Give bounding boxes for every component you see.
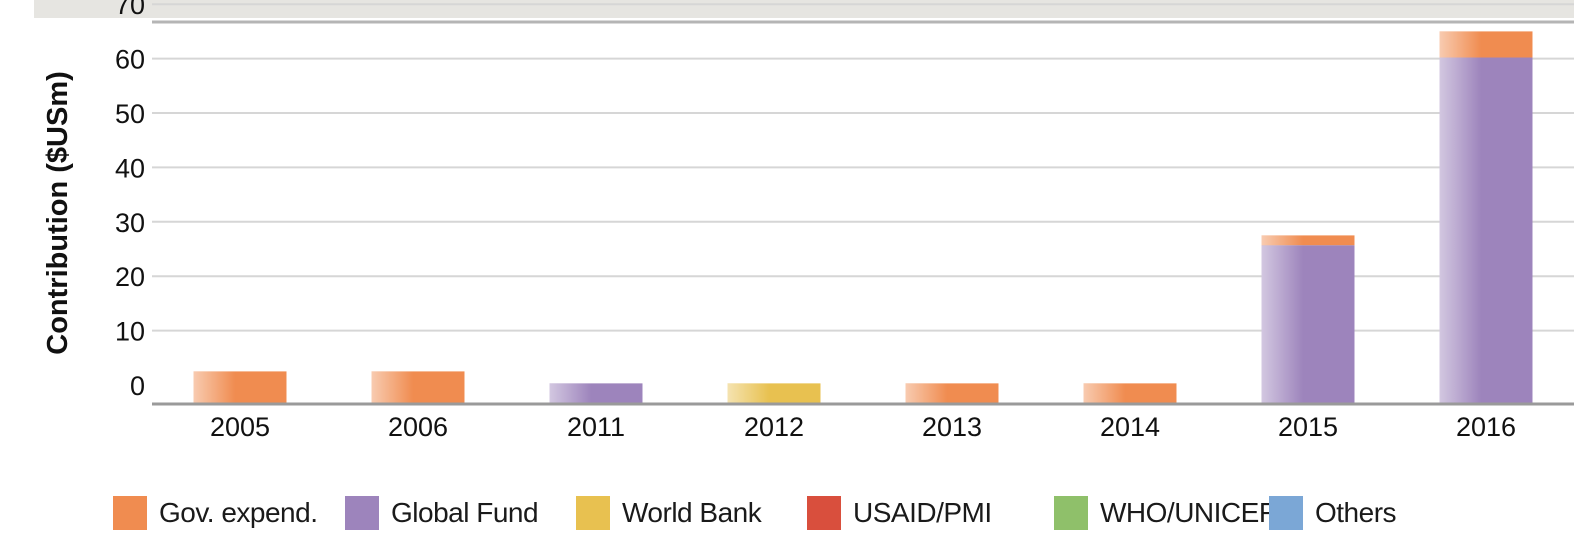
grid-lines bbox=[152, 3, 1574, 332]
y-axis-title: Contribution ($USm) bbox=[42, 71, 74, 355]
bar-segment-highlight bbox=[1261, 245, 1355, 404]
legend-swatch bbox=[113, 496, 147, 530]
x-tick-label: 2016 bbox=[1456, 412, 1516, 442]
legend-item: WHO/UNICEF bbox=[1054, 495, 1276, 531]
y-tick-label: 0 bbox=[130, 371, 145, 401]
x-tick-label: 2011 bbox=[567, 412, 625, 442]
x-tick-label: 2005 bbox=[210, 412, 270, 442]
legend-label: USAID/PMI bbox=[853, 497, 992, 528]
bar-segment-highlight bbox=[1261, 235, 1355, 246]
legend-label: Global Fund bbox=[391, 497, 539, 528]
y-tick-label: 10 bbox=[115, 317, 145, 347]
legend-item: Gov. expend. bbox=[113, 495, 318, 531]
stacked-bar-chart: 0 10 20 30 40 50 60 70 2005 2006 2011 2012 2013 2014… bbox=[42, 0, 1574, 442]
x-tick-label: 2015 bbox=[1278, 412, 1338, 442]
y-tick-label: 60 bbox=[115, 45, 145, 75]
y-tick-label: 30 bbox=[115, 208, 145, 238]
legend-swatch bbox=[1054, 496, 1088, 530]
bar-segment-highlight bbox=[1439, 57, 1533, 405]
bar-segment-highlight bbox=[1439, 31, 1533, 58]
bar-segment-highlight bbox=[549, 383, 643, 404]
y-tick-label: 40 bbox=[115, 153, 145, 183]
bars bbox=[193, 31, 1533, 405]
legend-label: Others bbox=[1315, 497, 1397, 528]
bar-segment-highlight bbox=[727, 383, 821, 404]
bar-segment-highlight bbox=[905, 383, 999, 404]
bar-segment-highlight bbox=[193, 371, 287, 404]
x-tick-label: 2012 bbox=[744, 412, 804, 442]
x-tick-label: 2006 bbox=[388, 412, 448, 442]
legend-item: Others bbox=[1269, 495, 1397, 531]
y-tick-labels: 0 10 20 30 40 50 60 70 bbox=[115, 0, 145, 401]
legend-swatch bbox=[576, 496, 610, 530]
legend-item: World Bank bbox=[576, 495, 762, 531]
bar-segment-highlight bbox=[371, 371, 465, 404]
legend-item: Global Fund bbox=[345, 495, 539, 531]
legend-swatch bbox=[345, 496, 379, 530]
legend-item: USAID/PMI bbox=[807, 495, 992, 531]
y-tick-label: 50 bbox=[115, 99, 145, 129]
legend-label: Gov. expend. bbox=[159, 497, 318, 528]
legend-swatch bbox=[807, 496, 841, 530]
bar-segment-highlight bbox=[1083, 383, 1177, 404]
legend-swatch bbox=[1269, 496, 1303, 530]
y-tick-label: 20 bbox=[115, 262, 145, 292]
x-tick-label: 2013 bbox=[922, 412, 982, 442]
x-tick-label: 2014 bbox=[1100, 412, 1160, 442]
x-tick-labels: 2005 2006 2011 2012 2013 2014 2015 2016 bbox=[210, 412, 1516, 442]
legend-label: World Bank bbox=[622, 497, 762, 528]
legend-label: WHO/UNICEF bbox=[1100, 497, 1276, 528]
y-tick-label: 70 bbox=[115, 0, 145, 20]
